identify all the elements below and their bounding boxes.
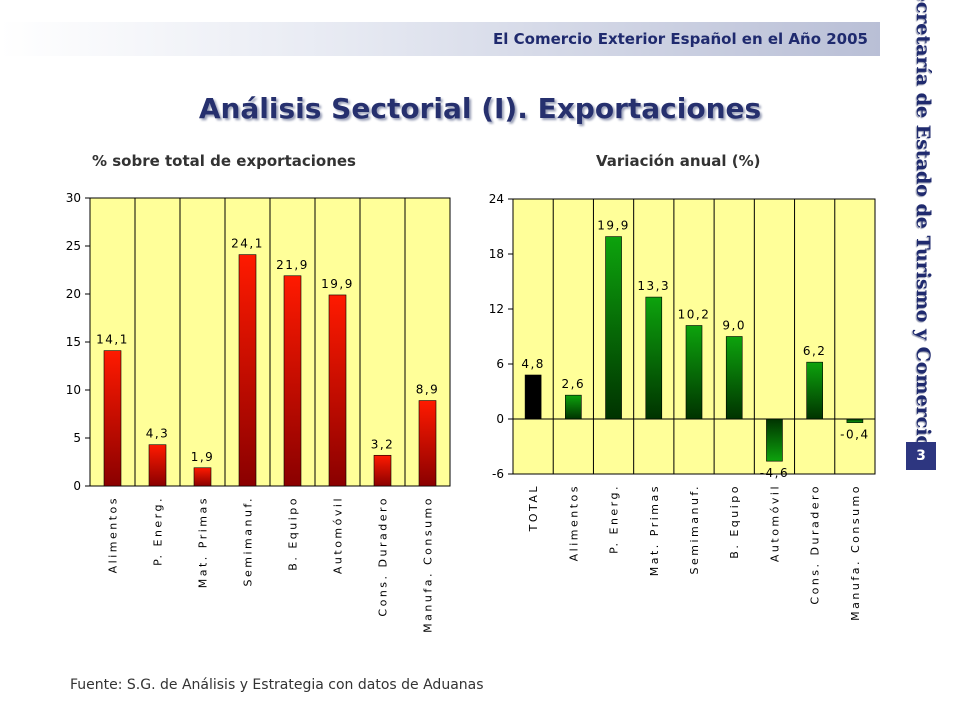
data-label: 14,1	[96, 333, 129, 347]
y-tick-label: 0	[496, 412, 504, 426]
data-label: 1,9	[191, 450, 215, 464]
bar	[605, 236, 622, 420]
bar	[283, 275, 302, 487]
y-tick-label: 0	[73, 479, 81, 493]
category-label: Alimentos	[107, 496, 120, 573]
category-label: Semimanuf.	[242, 496, 255, 587]
y-tick-label: 6	[496, 357, 504, 371]
header-bar	[0, 22, 880, 56]
category-label: Cons. Duradero	[809, 484, 822, 605]
data-label: 8,9	[416, 383, 440, 397]
category-label: Automóvil	[768, 484, 781, 562]
side-ministry-text: Secretaría de Estado de Turismo y Comerc…	[912, 0, 934, 449]
y-tick-label: 18	[489, 247, 504, 261]
data-label: -4,6	[760, 466, 789, 480]
category-label: Manufa. Consumo	[849, 484, 862, 621]
category-label: Semimanuf.	[688, 484, 701, 575]
category-label: Alimentos	[567, 484, 580, 561]
header-title: El Comercio Exterior Español en el Año 2…	[493, 30, 868, 48]
y-tick-label: 30	[66, 191, 81, 205]
data-label: 24,1	[231, 237, 264, 251]
data-label: 21,9	[276, 258, 309, 272]
y-tick-label: 15	[66, 335, 81, 349]
category-label: Cons. Duradero	[377, 496, 390, 617]
data-label: 13,3	[637, 279, 670, 293]
y-tick-label: 25	[66, 239, 81, 253]
data-label: 9,0	[722, 319, 746, 333]
data-label: 4,8	[521, 357, 545, 371]
side-ministry-label: Secretaría de Estado de Turismo y Comerc…	[905, 0, 941, 448]
category-label: Mat. Primas	[197, 496, 210, 588]
data-label: 2,6	[562, 377, 586, 391]
y-tick-label: 24	[489, 192, 504, 206]
bar	[418, 400, 437, 487]
category-label: Automóvil	[332, 496, 345, 574]
bar	[685, 325, 703, 420]
bar	[524, 374, 542, 420]
page-title: Análisis Sectorial (I). Exportaciones	[198, 92, 762, 125]
bar	[846, 418, 864, 423]
bar	[645, 296, 663, 420]
annual-variation-chart: -6 0 6 12 18 24 4,8 TOTAL 2,6 Alimentos 19,9 P. Ene…	[489, 192, 876, 621]
bar	[328, 294, 347, 487]
category-label: B. Equipo	[287, 496, 300, 571]
bar	[193, 467, 212, 487]
chart-2-title: Variación anual (%)	[596, 152, 761, 170]
y-tick-label: 10	[66, 383, 81, 397]
share-of-exports-chart: 0 5 10 15 20 25 30 14,1 Alimentos 4,3 P. Energ. 1,9…	[66, 191, 451, 633]
data-label: -0,4	[840, 428, 869, 442]
y-tick-label: 20	[66, 287, 81, 301]
category-label: Manufa. Consumo	[422, 496, 435, 633]
bar	[806, 361, 823, 420]
y-tick-label: 5	[73, 431, 81, 445]
bar	[725, 336, 743, 420]
bar	[373, 454, 392, 487]
data-label: 19,9	[597, 219, 630, 233]
data-label: 3,2	[371, 437, 395, 451]
data-label: 4,3	[146, 427, 170, 441]
bar	[103, 350, 122, 487]
source-footnote: Fuente: S.G. de Análisis y Estrategia co…	[70, 677, 484, 693]
bar	[148, 444, 167, 487]
data-label: 10,2	[678, 308, 711, 322]
chart-1-title: % sobre total de exportaciones	[92, 152, 356, 170]
y-tick-label: 12	[489, 302, 504, 316]
data-label: 6,2	[803, 344, 827, 358]
bar	[238, 254, 257, 487]
page-number-badge: 3	[906, 442, 936, 470]
category-label: P. Energ.	[608, 484, 621, 554]
category-label: Mat. Primas	[648, 484, 661, 576]
category-label: B. Equipo	[728, 484, 741, 559]
category-label: P. Energ.	[152, 496, 165, 566]
category-label: TOTAL	[527, 484, 540, 532]
bar	[766, 418, 783, 462]
y-tick-label: -6	[492, 467, 504, 481]
bar	[565, 394, 582, 420]
data-label: 19,9	[321, 277, 354, 291]
